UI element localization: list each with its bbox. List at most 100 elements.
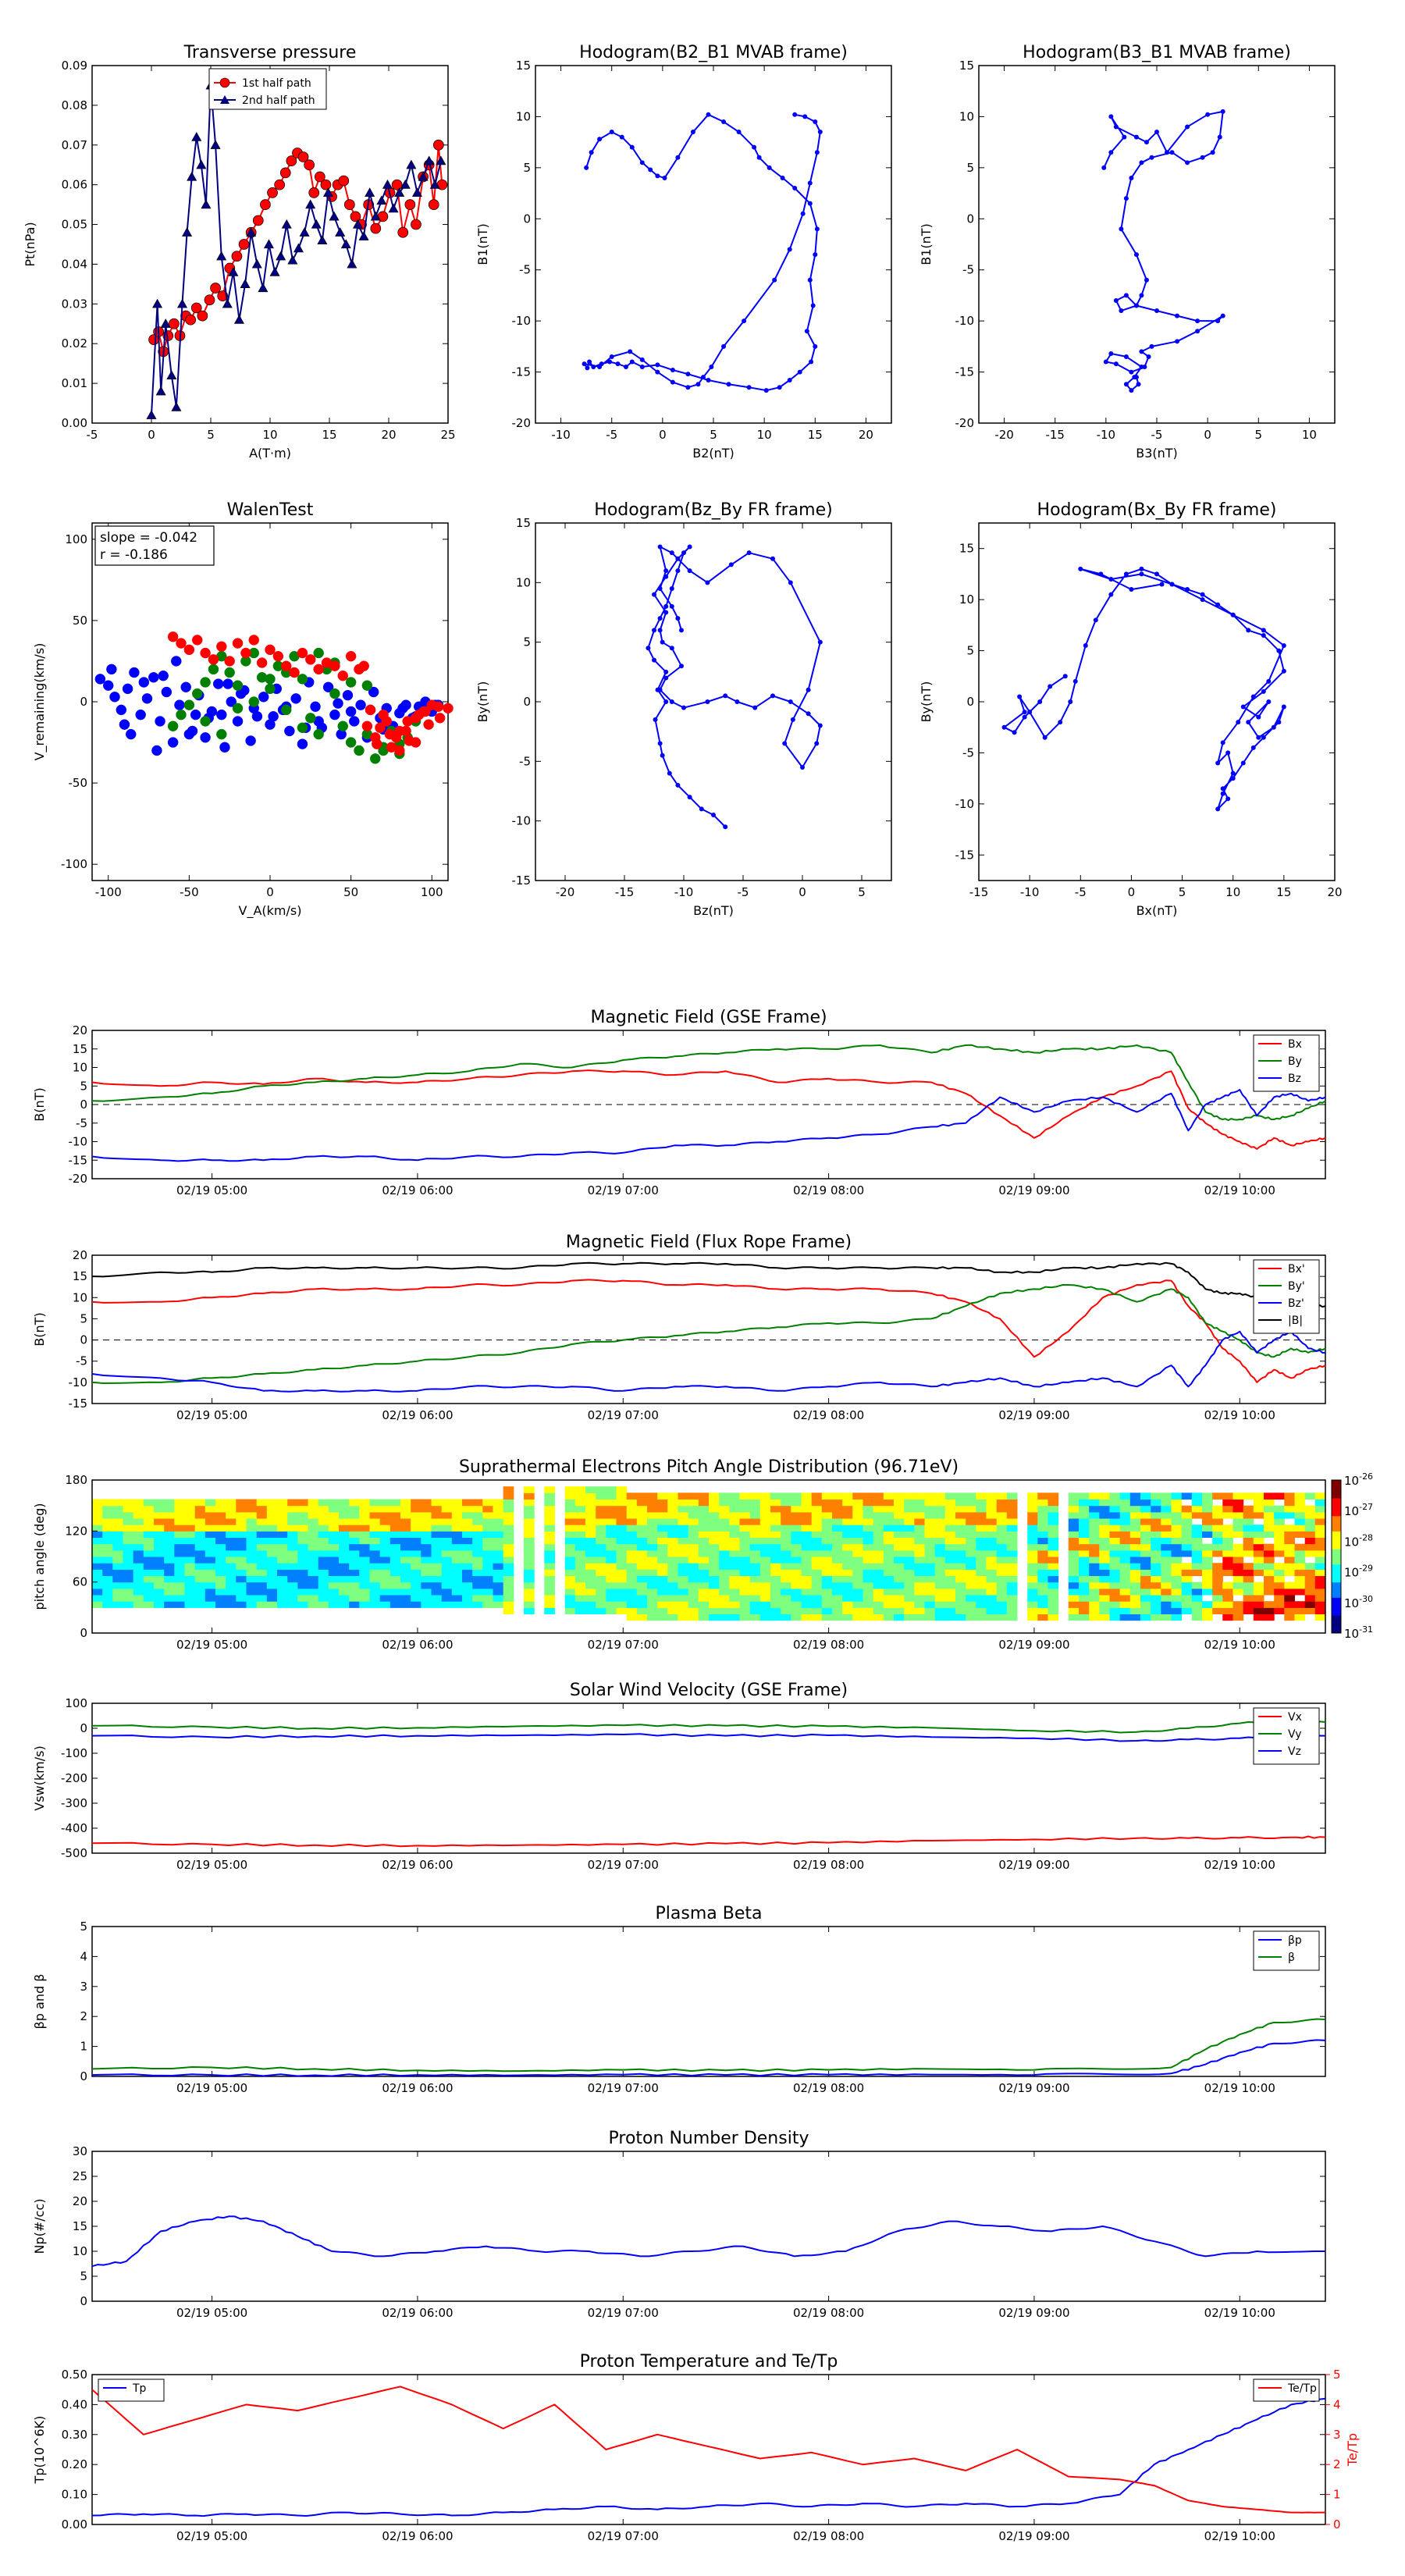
x-tick-label: 02/19 09:00 [998,2529,1069,2543]
data-point [224,667,235,678]
heatmap-cell [749,1493,761,1500]
heatmap-cell [277,1557,288,1564]
heatmap-cell [564,1557,576,1564]
data-point [340,239,351,249]
heatmap-cell [811,1499,823,1507]
heatmap-cell [873,1614,884,1621]
y-tick-label: 10 [959,109,974,123]
heatmap-cell [944,1588,956,1596]
heatmap-cell [544,1550,555,1557]
heatmap-cell [287,1601,298,1608]
heatmap-cell [924,1550,936,1557]
heatmap-cell [647,1550,658,1557]
heatmap-cell [698,1563,710,1570]
heatmap-cell [791,1563,802,1570]
heatmap-cell [770,1505,781,1513]
heatmap-cell [770,1588,781,1596]
heatmap-cell [339,1505,350,1513]
heatmap-cell [791,1569,802,1576]
heatmap-cell [873,1550,884,1557]
heatmap-cell [184,1537,196,1545]
heatmap-cell [1274,1601,1285,1608]
heatmap-cell [759,1557,771,1564]
heatmap-cell [1079,1511,1090,1519]
heatmap-cell [369,1595,381,1602]
heatmap-cell [1109,1601,1121,1608]
data-point [687,568,692,574]
heatmap-cell [421,1601,432,1608]
heatmap-cell [1129,1575,1141,1583]
heatmap-cell [112,1505,123,1513]
heatmap-cell [472,1588,483,1596]
heatmap-cell [1264,1550,1275,1557]
data-point [675,556,681,561]
heatmap-cell [544,1569,555,1576]
heatmap-cell [1284,1563,1295,1570]
heatmap-cell [1161,1531,1172,1538]
heatmap-cell [123,1569,134,1576]
heatmap-cell [1068,1525,1080,1532]
heatmap-cell [873,1582,884,1589]
heatmap-cell [493,1575,504,1583]
y-tick-label: 25 [73,2169,87,2183]
heatmap-cell [770,1550,781,1557]
data-point [1220,786,1225,792]
x-tick-label: 02/19 10:00 [1204,2081,1275,2095]
heatmap-cell [472,1531,483,1538]
heatmap-cell [976,1499,987,1507]
heatmap-cell [379,1537,391,1545]
heatmap-cell [1171,1493,1183,1500]
heatmap-cell [1129,1499,1141,1507]
heatmap-cell [781,1518,791,1525]
y-tick-label: 0.02 [62,336,87,350]
data-point [782,741,788,746]
y-tick-label: -5 [962,263,974,277]
heatmap-cell [924,1543,936,1551]
series-line [91,1835,1326,1848]
colorbar-cell [1332,1630,1341,1634]
heatmap-cell [564,1531,576,1538]
data-point [1129,369,1134,375]
heatmap-cell [400,1601,411,1608]
heatmap-cell [205,1505,216,1513]
heatmap-cell [1140,1557,1151,1564]
heatmap-cell [431,1531,443,1538]
heatmap-cell [1140,1563,1151,1570]
heatmap-cell [236,1563,247,1570]
heatmap-cell [215,1557,226,1564]
heatmap-cell [1304,1582,1316,1589]
heatmap-cell [174,1531,185,1538]
heatmap-cell [955,1614,966,1621]
data-point [817,130,823,135]
heatmap-cell [1294,1582,1306,1589]
heatmap-cell [1027,1493,1038,1500]
heatmap-cell [688,1563,699,1570]
data-point [382,180,393,189]
heatmap-cell [1119,1518,1131,1525]
heatmap-cell [266,1511,278,1519]
heatmap-cell [92,1557,103,1564]
heatmap-cell [246,1525,258,1532]
heatmap-cell [1284,1511,1295,1519]
heatmap-cell [164,1601,175,1608]
x-tick-label: 10 [1225,885,1240,899]
heatmap-cell [226,1569,237,1576]
heatmap-cell [369,1525,381,1532]
x-tick-label: 02/19 05:00 [176,2081,247,2095]
heatmap-cell [791,1595,802,1602]
heatmap-cell [667,1543,678,1551]
heatmap-cell [626,1505,638,1513]
heatmap-cell [256,1557,268,1564]
heatmap-cell [1048,1614,1059,1621]
heatmap-cell [801,1537,813,1545]
colorbar-cell [1332,1535,1341,1539]
heatmap-cell [894,1569,905,1576]
heatmap-cell [308,1511,319,1519]
heatmap-cell [596,1531,606,1538]
heatmap-cell [863,1493,874,1500]
heatmap-cell [1109,1531,1121,1538]
heatmap-cell [215,1531,226,1538]
heatmap-cell [883,1493,895,1500]
heatmap-cell [904,1575,915,1583]
heatmap-cell [1212,1525,1223,1532]
